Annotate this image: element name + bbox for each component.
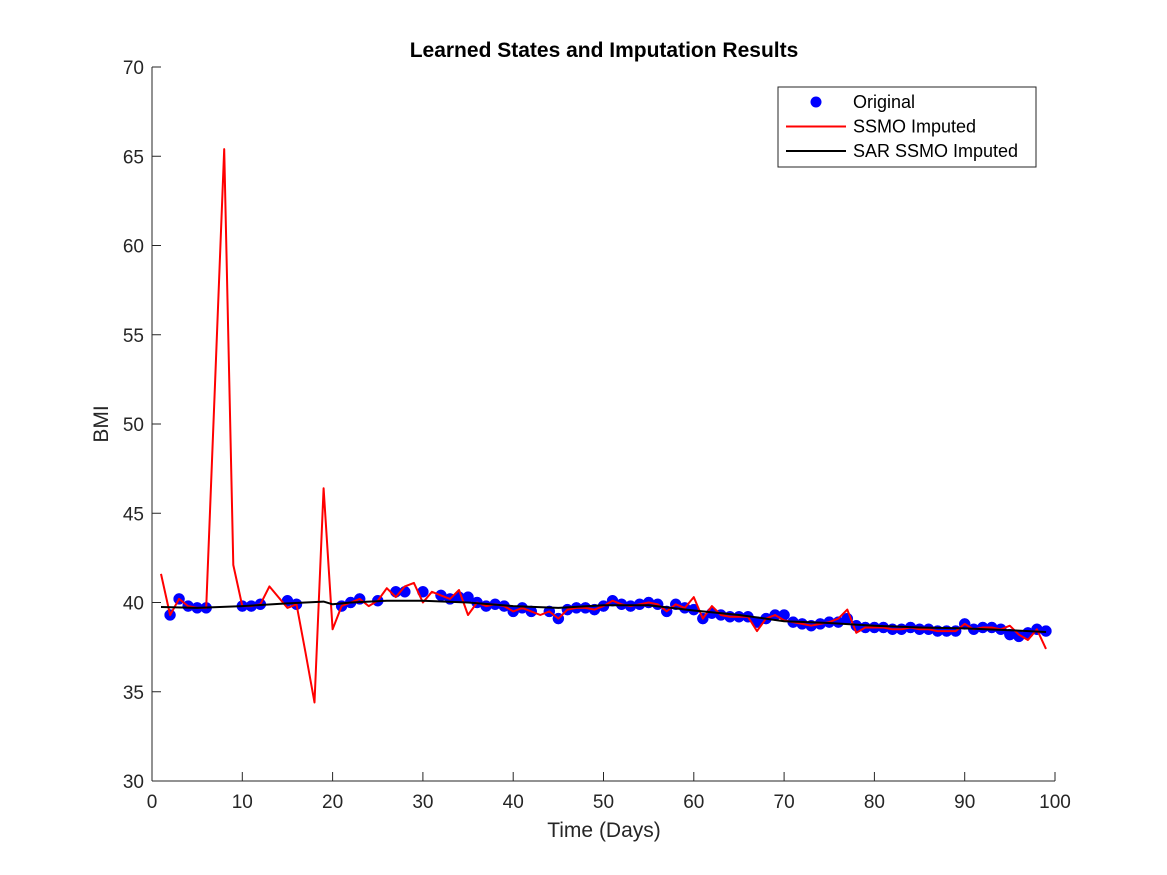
plot-series xyxy=(160,148,1052,704)
y-tick-label: 70 xyxy=(123,58,144,79)
y-tick-label: 50 xyxy=(123,415,144,436)
chart-title: Learned States and Imputation Results xyxy=(410,39,799,62)
legend-label: Original xyxy=(853,92,915,112)
x-tick-label: 50 xyxy=(593,792,614,813)
x-tick-label: 10 xyxy=(232,792,253,813)
x-tick-label: 20 xyxy=(322,792,343,813)
y-axis-label: BMI xyxy=(90,405,113,442)
x-tick-label: 30 xyxy=(412,792,433,813)
axes: 0 10 20 30 40 50 60 70 80 90 100 30 35 40 45 50 55 60 65 70 xyxy=(123,58,1071,813)
plot-area xyxy=(152,67,1055,781)
legend-marker xyxy=(810,96,822,108)
x-tick-label: 60 xyxy=(683,792,704,813)
legend: Original SSMO Imputed SAR SSMO Imputed xyxy=(777,86,1037,168)
x-tick-label: 0 xyxy=(147,792,158,813)
y-tick-label: 45 xyxy=(123,504,144,525)
legend-label: SAR SSMO Imputed xyxy=(853,141,1018,161)
x-tick-label: 80 xyxy=(864,792,885,813)
x-tick-label: 70 xyxy=(774,792,795,813)
y-tick-label: 40 xyxy=(123,594,144,615)
y-tick-label: 60 xyxy=(123,237,144,258)
x-tick-label: 40 xyxy=(503,792,524,813)
x-tick-label: 100 xyxy=(1039,792,1071,813)
x-axis-label: Time (Days) xyxy=(547,819,661,842)
y-tick-label: 30 xyxy=(123,772,144,793)
y-tick-label: 55 xyxy=(123,326,144,347)
y-tick-label: 65 xyxy=(123,147,144,168)
y-tick-label: 35 xyxy=(123,683,144,704)
x-tick-label: 90 xyxy=(954,792,975,813)
legend-label: SSMO Imputed xyxy=(853,117,976,137)
series-line-sar-ssmo-imputed xyxy=(160,599,1047,633)
